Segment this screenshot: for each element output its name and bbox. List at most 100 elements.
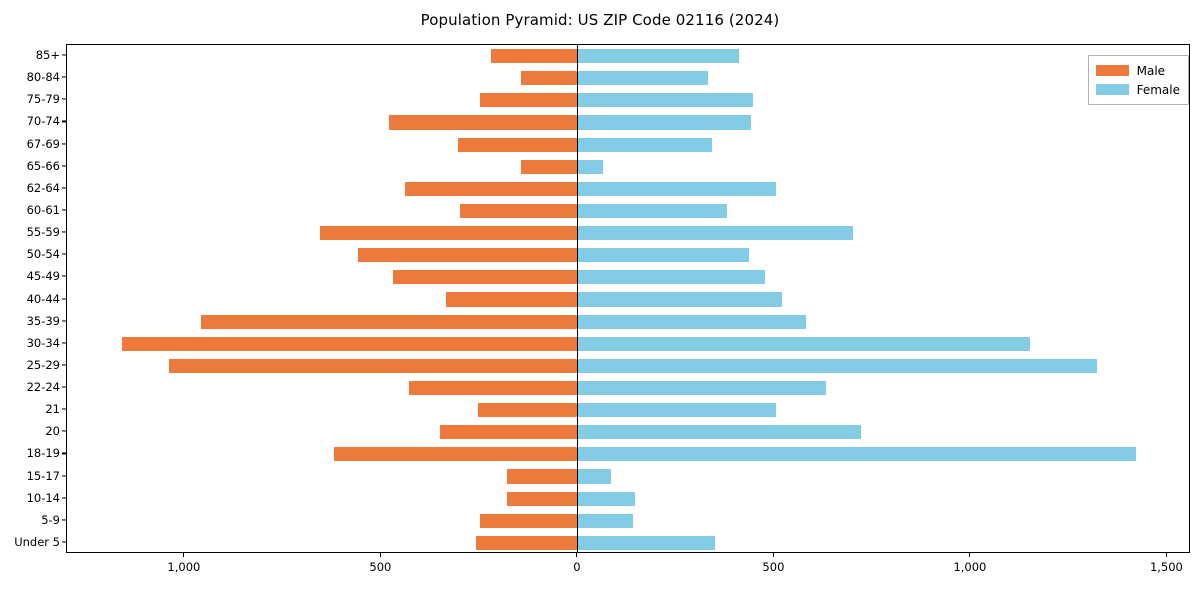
y-tick-label: 22-24 [26,380,60,395]
plot-area [66,44,1190,553]
y-tick-mark [62,364,66,366]
x-tick-label: 0 [573,560,581,574]
y-tick-mark [62,474,66,477]
y-tick-mark [62,519,66,521]
bar-male [169,358,578,373]
bar-row [67,226,1189,241]
y-tick-mark [62,408,66,410]
y-tick-mark [62,452,66,454]
y-tick-label: 62-64 [26,180,60,195]
bar-row [67,159,1189,174]
y-tick-label: 50-54 [26,247,60,262]
bar-female [577,270,765,285]
bar-male [122,336,578,351]
bar-female [577,203,728,219]
bar-female [577,181,777,196]
bar-male [408,380,578,396]
bar-row [67,336,1189,351]
bar-male [507,469,578,484]
bar-female [577,159,604,174]
bar-female [577,491,635,506]
bar-female [577,425,861,440]
x-tick-mark [969,553,971,557]
y-tick-label: 80-84 [26,70,60,85]
bar-male [458,137,578,152]
bar-female [577,380,826,396]
bar-male [404,181,578,196]
bar-female [577,226,853,241]
bar-row [67,447,1189,462]
bar-female [577,93,753,108]
chart-title: Population Pyramid: US ZIP Code 02116 (2… [420,11,780,29]
y-tick-label: 35-39 [26,313,60,328]
bar-male [491,48,578,64]
legend-item-female: Female [1095,80,1180,99]
bar-male [357,248,578,263]
bar-row [67,513,1189,528]
bar-male [389,115,578,130]
y-tick-mark [62,297,66,300]
bar-row [67,93,1189,108]
x-tick-mark [772,553,774,557]
bar-row [67,71,1189,86]
y-tick-label: 21 [45,402,60,417]
bar-row [67,248,1189,263]
legend-swatch-female [1095,84,1129,95]
y-tick-label: 5-9 [41,512,60,527]
x-tick-label: 500 [369,560,392,574]
bar-female [577,403,777,418]
bar-female [577,292,783,307]
bar-female [577,358,1097,373]
bar-row [67,425,1189,440]
bar-male [393,270,578,285]
legend-swatch-male [1095,65,1129,76]
y-tick-mark [62,76,66,78]
bar-male [520,159,578,174]
bar-female [577,336,1030,351]
y-tick-mark [62,165,66,167]
y-tick-label: 10-14 [26,490,60,505]
y-tick-mark [62,54,66,56]
bar-male [440,425,578,440]
legend-label-male: Male [1136,63,1166,78]
y-tick-label: 67-69 [26,136,60,151]
y-tick-mark [62,120,66,122]
x-tick-mark [576,553,578,557]
y-tick-label: 55-59 [26,225,60,240]
y-tick-label: 25-29 [26,357,60,372]
y-tick-mark [62,541,66,543]
bar-row [67,270,1189,285]
y-tick-label: 85+ [35,48,60,63]
bar-row [67,203,1189,219]
bar-male [477,403,578,418]
y-tick-mark [62,275,66,277]
legend-label-female: Female [1136,82,1180,97]
bar-female [577,71,708,86]
bar-row [67,137,1189,152]
y-tick-label: 60-61 [26,202,60,217]
bar-row [67,181,1189,196]
y-tick-mark [62,253,66,255]
y-tick-label: 30-34 [26,335,60,350]
legend-item-male: Male [1095,61,1180,80]
y-tick-mark [62,342,66,344]
y-tick-mark [62,320,66,322]
bar-female [577,314,806,329]
bar-female [577,513,633,528]
bar-male [460,203,578,219]
x-tick-mark [183,553,185,557]
bar-row [67,48,1189,64]
x-tick-label: 1,500 [1149,560,1183,574]
bar-row [67,469,1189,484]
bar-row [67,491,1189,506]
y-tick-label: 20 [45,424,60,439]
bar-male [479,93,578,108]
bar-female [577,469,612,484]
y-tick-mark [62,143,66,145]
bar-row [67,535,1189,550]
y-tick-mark [62,209,66,211]
x-tick-label: 1,000 [167,560,201,574]
y-tick-label: 15-17 [26,468,60,483]
x-tick-label: 1,000 [953,560,987,574]
